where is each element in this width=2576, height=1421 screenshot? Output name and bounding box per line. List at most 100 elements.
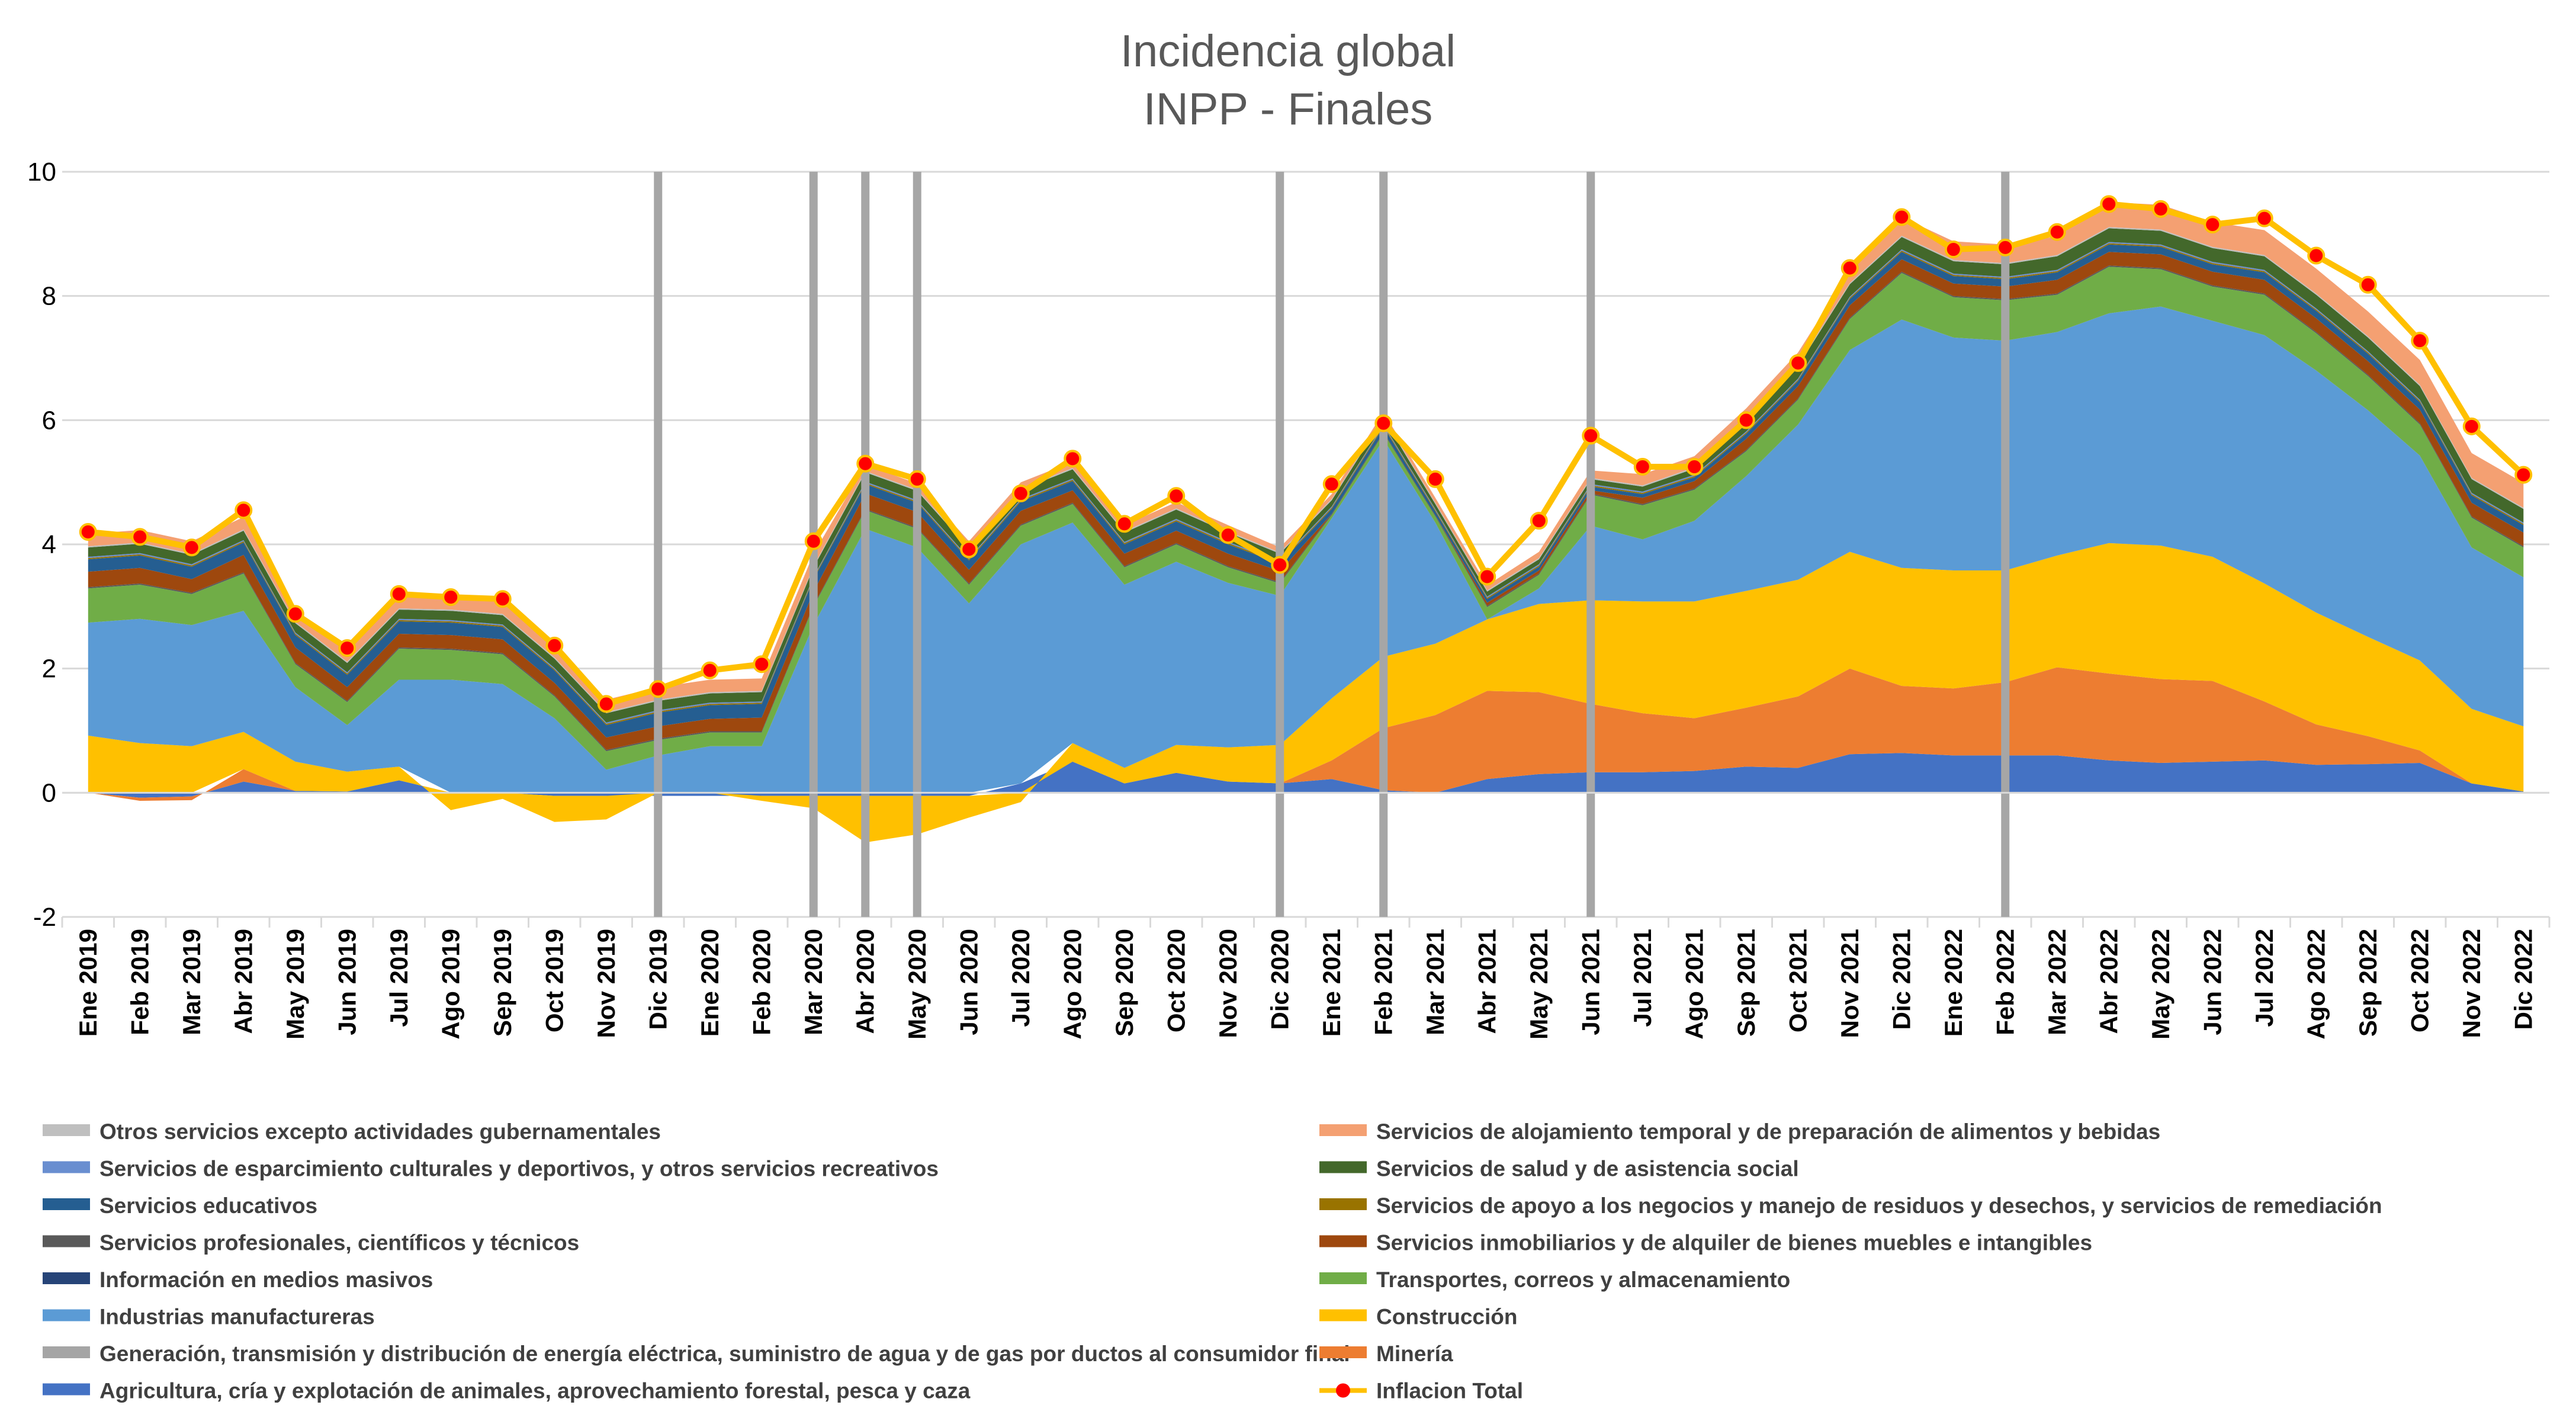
x-tick-label-29: Jun 2021 (1576, 929, 1604, 1035)
x-tick-label-17: Jun 2020 (955, 929, 982, 1035)
total-point-16 (908, 470, 926, 488)
x-tick-label-7: Ago 2019 (436, 929, 464, 1040)
total-point-9 (545, 636, 564, 655)
legend-label-total: Inflacion Total (1376, 1379, 1523, 1403)
legend-swatch-5 (43, 1272, 90, 1284)
x-tick-label-46: Nov 2022 (2458, 929, 2485, 1038)
legend-label-4: Industrias manufactureras (99, 1305, 375, 1329)
legend-label-2: Generación, transmisión y distribución d… (99, 1342, 1350, 1366)
x-tick-label-39: Abr 2022 (2095, 929, 2122, 1034)
total-point-22 (1219, 526, 1237, 544)
total-point-46 (2462, 417, 2481, 435)
legend-label-1: Minería (1376, 1342, 1453, 1366)
x-tick-label-13: Feb 2020 (747, 929, 775, 1035)
x-tick-label-43: Ago 2022 (2302, 929, 2330, 1040)
x-tick-label-41: Jun 2022 (2198, 929, 2226, 1035)
x-tick-label-26: Mar 2021 (1421, 929, 1449, 1035)
x-tick-label-3: Abr 2019 (229, 929, 257, 1034)
legend-label-3: Construcción (1376, 1305, 1517, 1329)
legend-label-0: Agricultura, cría y explotación de anima… (99, 1379, 971, 1403)
legend-label-12: Servicios de salud y de asistencia socia… (1376, 1157, 1799, 1181)
legend-swatch-6 (1319, 1272, 1367, 1284)
area-series-0 (88, 753, 2524, 798)
x-tick-label-12: Ene 2020 (696, 929, 724, 1037)
total-point-21 (1167, 487, 1186, 505)
x-tick-label-6: Jul 2019 (385, 929, 413, 1027)
total-point-6 (390, 585, 408, 603)
total-point-45 (2411, 332, 2429, 350)
y-tick-label-3: 4 (42, 530, 56, 559)
total-point-5 (338, 639, 356, 657)
chart-title-line-1: Incidencia global (1120, 26, 1456, 76)
x-tick-label-30: Jul 2021 (1629, 929, 1656, 1027)
area-series-4 (88, 306, 2524, 793)
total-point-41 (2204, 216, 2222, 234)
total-point-1 (131, 528, 149, 546)
legend-swatch-0 (43, 1383, 90, 1396)
legend-swatch-2 (43, 1346, 90, 1358)
legend-swatch-11 (43, 1161, 90, 1173)
x-tick-label-14: Mar 2020 (799, 929, 827, 1035)
total-point-15 (856, 454, 875, 473)
y-tick-label-6: 10 (27, 158, 56, 187)
x-tick-label-20: Sep 2020 (1110, 929, 1138, 1037)
legend-swatch-10 (1319, 1198, 1367, 1210)
x-tick-label-32: Sep 2021 (1732, 929, 1760, 1037)
total-point-44 (2359, 275, 2377, 294)
total-point-10 (597, 695, 615, 713)
area-series-8 (88, 252, 2524, 750)
legend-label-6: Transportes, correos y almacenamiento (1376, 1268, 1790, 1292)
total-point-17 (960, 540, 978, 559)
x-tick-label-18: Jul 2020 (1007, 929, 1035, 1027)
total-point-39 (2100, 195, 2118, 213)
x-tick-label-1: Feb 2019 (126, 929, 153, 1035)
x-tick-label-23: Dic 2020 (1265, 929, 1293, 1029)
legend-label-14: Servicios de alojamiento temporal y de p… (1376, 1120, 2160, 1144)
total-point-14 (804, 532, 823, 550)
y-tick-label-0: -2 (33, 903, 56, 932)
x-tick-label-2: Mar 2019 (178, 929, 205, 1035)
legend-swatch-7 (43, 1235, 90, 1247)
area-series-6 (88, 267, 2524, 770)
legend-swatch-14 (1319, 1124, 1367, 1136)
x-tick-label-19: Ago 2020 (1058, 929, 1086, 1040)
x-tick-label-34: Nov 2021 (1836, 929, 1864, 1038)
total-point-8 (493, 590, 512, 608)
area-series-12 (88, 228, 2524, 723)
y-tick-label-5: 8 (42, 282, 56, 311)
total-point-42 (2255, 209, 2273, 227)
total-point-13 (753, 655, 771, 673)
total-point-2 (182, 538, 201, 557)
total-point-11 (649, 680, 667, 698)
chart-title-line-2: INPP - Finales (1144, 84, 1433, 134)
area-series-1 (88, 667, 2524, 801)
x-tick-label-25: Feb 2021 (1369, 929, 1397, 1035)
total-point-18 (1011, 485, 1030, 503)
legend-swatch-12 (1319, 1161, 1367, 1173)
legend: Otros servicios excepto actividades gube… (43, 1120, 2382, 1403)
total-point-43 (2307, 246, 2326, 265)
legend-marker-total (1336, 1383, 1350, 1398)
total-line (79, 195, 2533, 713)
legend-swatch-13 (43, 1124, 90, 1136)
x-tick-label-36: Ene 2022 (1939, 929, 1967, 1037)
total-point-0 (79, 523, 97, 541)
legend-swatch-8 (1319, 1235, 1367, 1247)
y-tick-label-1: 0 (42, 778, 56, 807)
legend-label-10: Servicios de apoyo a los negocios y mane… (1376, 1194, 2382, 1218)
y-tick-label-2: 2 (42, 655, 56, 684)
x-tick-label-37: Feb 2022 (1991, 929, 2019, 1035)
legend-swatch-3 (1319, 1309, 1367, 1321)
legend-swatch-4 (43, 1309, 90, 1321)
total-point-40 (2151, 200, 2170, 218)
total-point-37 (1996, 238, 2015, 256)
total-point-35 (1893, 208, 1911, 226)
x-tick-label-21: Oct 2020 (1162, 929, 1190, 1032)
x-tick-label-5: Jun 2019 (333, 929, 361, 1035)
total-point-34 (1841, 259, 1859, 277)
total-point-36 (1944, 240, 1962, 259)
x-tick-label-35: Dic 2021 (1887, 929, 1915, 1029)
legend-label-13: Otros servicios excepto actividades gube… (99, 1120, 661, 1144)
total-point-12 (701, 661, 719, 679)
